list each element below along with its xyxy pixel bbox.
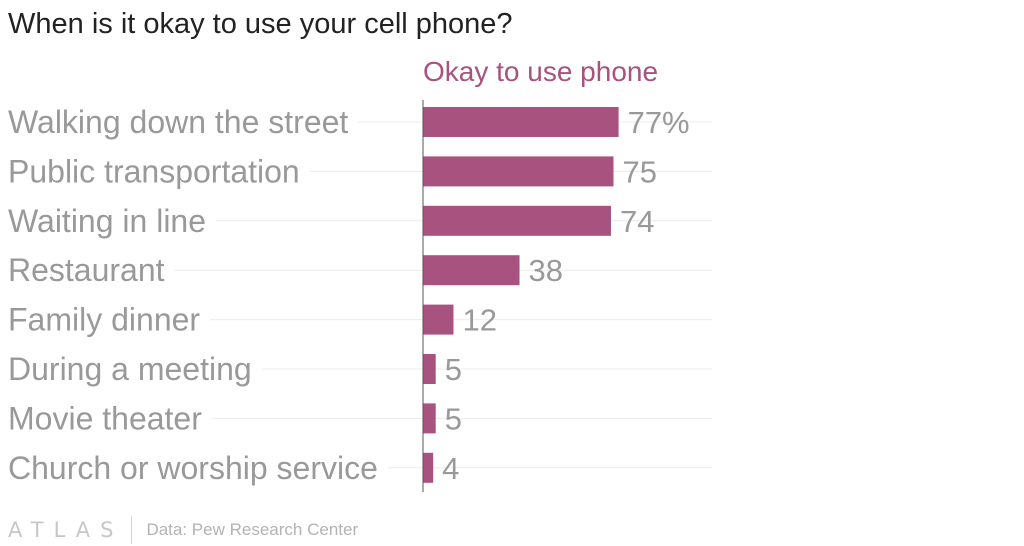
category-label: Waiting in line — [8, 203, 206, 239]
bar — [423, 255, 520, 286]
value-label: 75 — [623, 154, 657, 189]
value-label: 4 — [442, 451, 459, 486]
value-label: 5 — [445, 401, 462, 436]
bar — [423, 403, 436, 434]
value-label: 77% — [628, 105, 690, 140]
category-label: During a meeting — [8, 351, 252, 387]
category-label: Movie theater — [8, 400, 202, 436]
category-label: Walking down the street — [8, 104, 348, 140]
chart-row: Family dinner 12 — [8, 302, 712, 338]
category-label: Family dinner — [8, 302, 200, 338]
chart-title: When is it okay to use your cell phone? — [8, 8, 513, 40]
series-label: Okay to use phone — [423, 56, 658, 87]
bar — [423, 107, 619, 137]
chart-row: Restaurant 38 — [8, 252, 712, 288]
bar — [423, 452, 434, 483]
bar — [423, 205, 611, 236]
bar-chart: Okay to use phone Walking down the stree… — [8, 56, 712, 492]
bar — [423, 156, 614, 187]
value-label: 38 — [529, 253, 563, 288]
value-label: 5 — [445, 352, 462, 387]
value-label: 12 — [462, 303, 496, 338]
chart-row: Church or worship service 4 — [8, 450, 712, 486]
source-note: Data: Pew Research Center — [146, 520, 359, 539]
bar — [423, 354, 436, 384]
category-label: Public transportation — [8, 153, 300, 189]
footer-divider — [131, 516, 133, 544]
footer: ATLAS Data: Pew Research Center — [8, 514, 358, 546]
chart-row: Public transportation 75 — [8, 153, 712, 189]
category-label: Church or worship service — [8, 450, 378, 486]
value-label: 74 — [620, 204, 654, 239]
atlas-logo: ATLAS — [8, 518, 124, 542]
bar — [423, 304, 454, 335]
chart-row: Movie theater 5 — [8, 400, 712, 436]
chart-row: Waiting in line 74 — [8, 203, 712, 239]
chart-row: During a meeting 5 — [8, 351, 712, 387]
chart-rows: Walking down the street 77% Public transpo… — [8, 104, 712, 486]
category-label: Restaurant — [8, 252, 165, 288]
chart-row: Walking down the street 77% — [8, 104, 712, 140]
